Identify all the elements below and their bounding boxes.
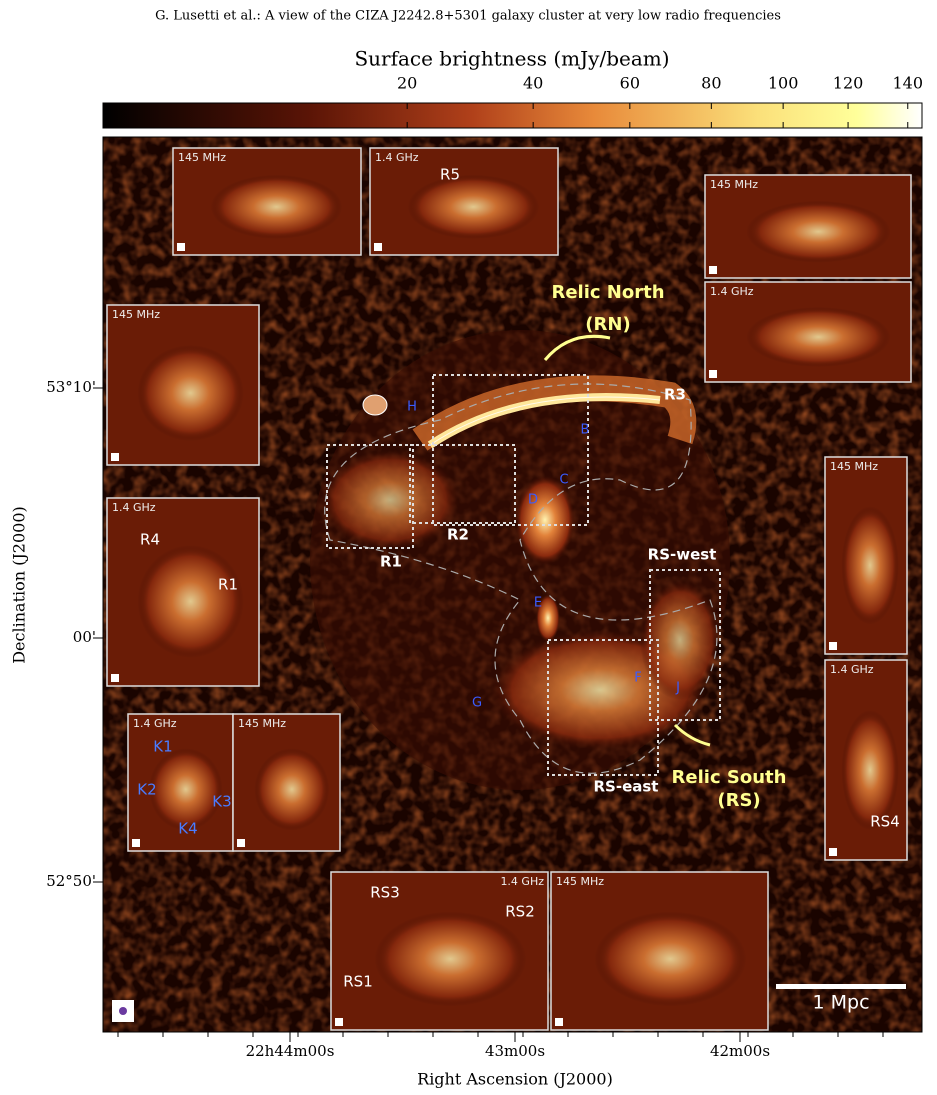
inset-frequency: 1.4 GHz	[710, 285, 754, 298]
beam-marker	[237, 839, 245, 847]
inset-frequency: 145 MHz	[238, 717, 286, 730]
beam-marker	[709, 370, 717, 378]
annotation: RS-west	[648, 546, 717, 564]
inset-label: R4	[140, 531, 160, 549]
inset-emission	[746, 307, 891, 367]
inset-label: K3	[212, 793, 231, 811]
annotation: E	[534, 596, 542, 611]
y-axis-label: Declination (J2000)	[10, 506, 29, 664]
x-tick-label: 42m00s	[710, 1042, 770, 1060]
colorbar-tick-label: 60	[620, 74, 640, 93]
inset-emission	[254, 748, 330, 831]
annotation: C	[559, 473, 568, 488]
colorbar-tick-label: 80	[701, 74, 721, 93]
header-title: G. Lusetti et al.: A view of the CIZA J2…	[155, 9, 781, 24]
inset-emission	[149, 748, 223, 831]
inset-label: R1	[218, 576, 238, 594]
annotation: R2	[447, 526, 469, 544]
scale-bar-label: 1 Mpc	[812, 992, 869, 1014]
inset-frequency: 1.4 GHz	[112, 501, 156, 514]
inset-label: K1	[153, 738, 172, 756]
annotation: H	[407, 400, 417, 415]
inset-label: RS3	[370, 884, 400, 902]
inset-label: K4	[178, 820, 197, 838]
annotation: B	[581, 423, 590, 438]
x-tick-label: 22h44m00s	[246, 1042, 335, 1060]
y-tick-label: 00'	[73, 628, 96, 646]
inset-frequency: 145 MHz	[556, 875, 604, 888]
annotation: D	[528, 493, 538, 508]
annotation: (RN)	[585, 314, 630, 335]
beam-marker	[829, 848, 837, 856]
inset-frequency: 1.4 GHz	[830, 663, 874, 676]
inset-emission	[841, 506, 899, 625]
inset-emission	[374, 911, 527, 1007]
inset-emission	[137, 345, 244, 441]
colorbar-tick-label: 100	[768, 74, 799, 93]
beam-marker	[829, 642, 837, 650]
inset-frequency: 145 MHz	[178, 151, 226, 164]
beam-marker	[374, 243, 382, 251]
colorbar	[102, 102, 923, 129]
inset-emission	[841, 710, 899, 830]
inset-frequency: 1.4 GHz	[133, 717, 177, 730]
x-axis-label: Right Ascension (J2000)	[417, 1070, 613, 1089]
inset-frequency: 145 MHz	[830, 460, 878, 473]
colorbar-tick-label: 40	[523, 74, 543, 93]
annotation: G	[472, 696, 482, 711]
y-tick-label: 52°50'	[46, 872, 96, 890]
inset-frequency: 1.4 GHz	[375, 151, 419, 164]
colorbar-tick-label: 140	[892, 74, 923, 93]
inset-emission	[210, 174, 343, 239]
inset-emission	[137, 545, 244, 658]
colorbar-tick-label: 20	[397, 74, 417, 93]
annotation: Relic South	[672, 767, 787, 788]
inset-label: RS1	[343, 973, 373, 991]
inset-label: RS4	[870, 813, 900, 831]
beam-marker	[555, 1018, 563, 1026]
frame	[102, 136, 923, 1033]
beam-marker	[111, 453, 119, 461]
annotation: Relic North	[551, 282, 664, 303]
annotation: J	[675, 681, 680, 696]
beam-marker	[335, 1018, 343, 1026]
beam-marker	[709, 266, 717, 274]
inset-frequency: 1.4 GHz	[500, 875, 544, 888]
annotation: R3	[664, 386, 686, 404]
annotation: (RS)	[717, 790, 760, 811]
inset-emission	[407, 174, 540, 239]
x-tick-label: 43m00s	[485, 1042, 545, 1060]
inset-frequency: 145 MHz	[710, 178, 758, 191]
y-tick-label: 53°10'	[46, 378, 96, 396]
colorbar-title: Surface brightness (mJy/beam)	[354, 47, 669, 71]
inset-emission	[594, 911, 747, 1007]
beam-marker	[111, 674, 119, 682]
annotation: RS-east	[594, 778, 659, 796]
inset-label: R5	[440, 166, 460, 184]
colorbar-tick-label: 120	[833, 74, 864, 93]
inset-frequency: 145 MHz	[112, 308, 160, 321]
beam-marker	[177, 243, 185, 251]
annotation: F	[634, 671, 641, 686]
inset-label: RS2	[505, 903, 535, 921]
annotation: R1	[380, 553, 402, 571]
inset-label: K2	[137, 781, 156, 799]
beam-marker	[132, 839, 140, 847]
inset-emission	[746, 200, 891, 263]
